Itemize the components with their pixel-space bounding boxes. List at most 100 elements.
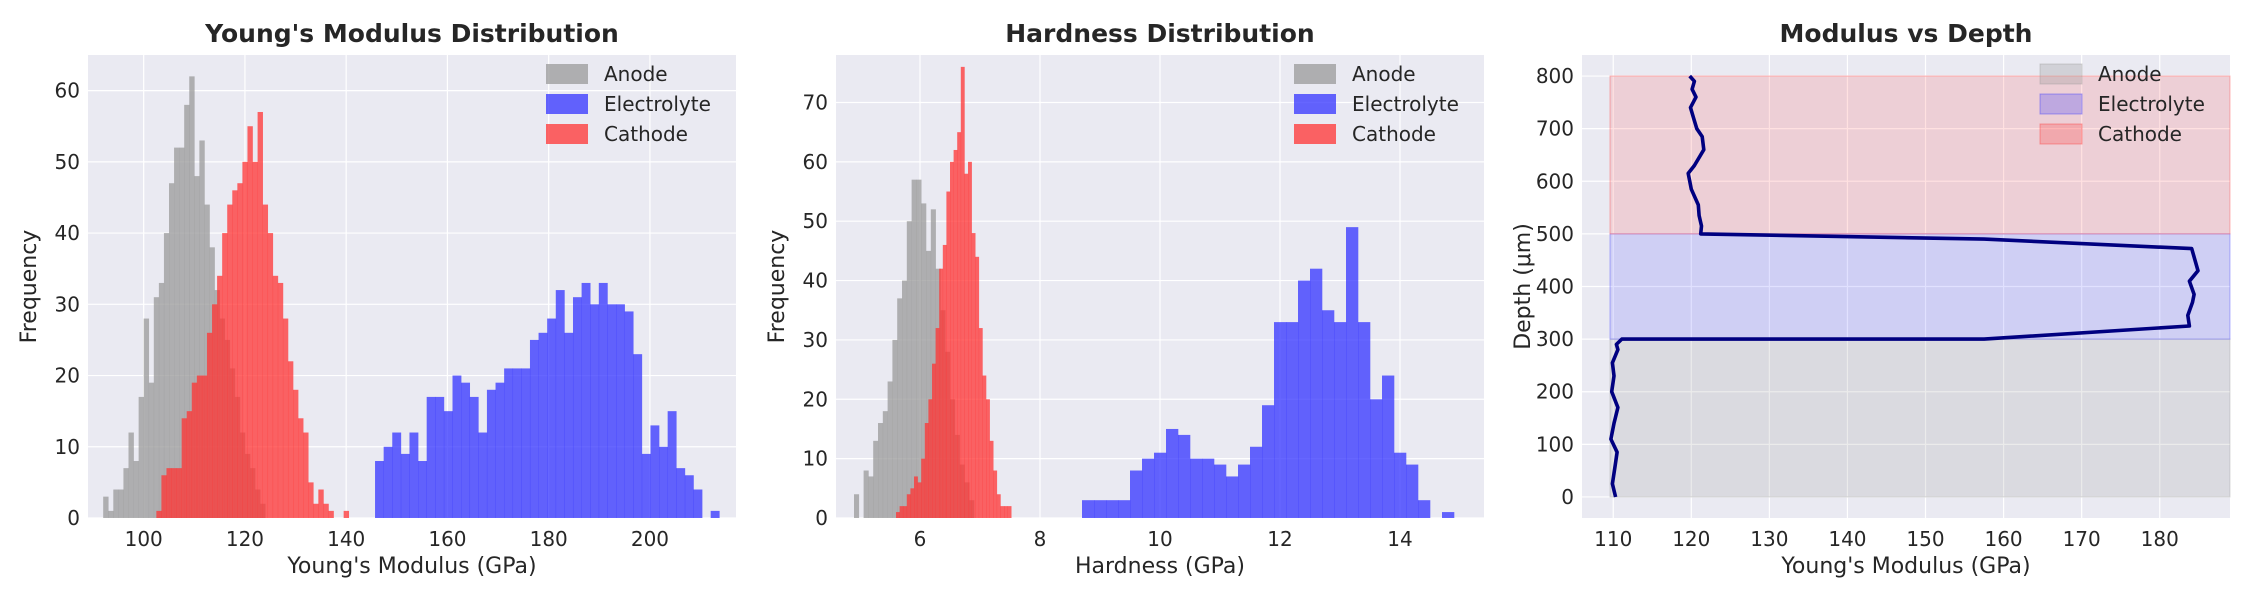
y-tick-label: 60 — [55, 79, 80, 103]
x-tick-label: 120 — [1672, 527, 1710, 551]
legend-label-electrolyte: Electrolyte — [1352, 92, 1459, 116]
bar — [267, 233, 274, 519]
bar — [217, 275, 223, 518]
bar — [1238, 464, 1251, 518]
series-electrolyte — [1082, 227, 1455, 518]
bar — [392, 432, 402, 518]
panel-modulus-vs-depth: 110 120 130 140 150 160 170 180 0 100 200 300 400 500… — [1511, 19, 2231, 579]
bar — [903, 506, 908, 518]
x-tick-label: 110 — [1594, 527, 1632, 551]
y-tick-label: 40 — [803, 269, 828, 293]
y-tick-label: 600 — [1536, 169, 1574, 193]
bar — [298, 418, 304, 518]
y-axis-label: Frequency — [765, 230, 790, 344]
bar — [1346, 227, 1359, 518]
bar — [171, 468, 177, 518]
bar — [964, 173, 969, 518]
bar — [189, 76, 195, 518]
y-axis-label: Frequency — [17, 230, 42, 344]
bar — [942, 244, 947, 518]
bar — [676, 468, 686, 518]
legend-swatch-anode — [546, 64, 588, 84]
bar — [426, 396, 436, 518]
bar — [191, 382, 198, 518]
bar — [1154, 452, 1167, 518]
bar — [989, 440, 994, 518]
legend: Anode Electrolyte Cathode — [1294, 62, 1459, 146]
y-tick-label: 30 — [803, 328, 828, 352]
bar — [911, 179, 917, 518]
bar — [906, 221, 912, 518]
bar — [1007, 506, 1012, 518]
bar — [113, 489, 119, 518]
bar — [201, 375, 208, 518]
y-tick-label: 300 — [1536, 327, 1574, 351]
bar — [935, 328, 940, 518]
bar — [1214, 464, 1227, 518]
bar — [993, 470, 998, 518]
bar — [1262, 405, 1275, 518]
bar — [1190, 458, 1203, 518]
bar — [529, 339, 539, 518]
bar — [590, 304, 600, 518]
bar — [194, 176, 200, 519]
bar — [1358, 322, 1371, 518]
bar — [400, 453, 410, 518]
bar — [199, 140, 205, 518]
bar — [1106, 500, 1119, 518]
chart-title: Young's Modulus Distribution — [204, 19, 619, 48]
y-tick-label: 30 — [55, 292, 80, 316]
bar — [924, 423, 929, 518]
chart-title: Hardness Distribution — [1005, 19, 1314, 48]
bar — [277, 282, 284, 518]
legend-label-electrolyte: Electrolyte — [2098, 92, 2205, 116]
legend-swatch-cathode — [546, 124, 588, 144]
legend-label-anode: Anode — [604, 62, 668, 86]
bar — [184, 104, 190, 518]
bar — [169, 183, 175, 518]
bar — [176, 468, 182, 518]
bar — [512, 368, 522, 518]
bar — [212, 304, 218, 518]
bar — [262, 204, 269, 519]
bar — [581, 282, 591, 518]
legend-swatch-anode — [1294, 64, 1336, 84]
bar — [287, 361, 294, 518]
bar — [868, 476, 874, 518]
bar — [555, 290, 565, 518]
bar — [1202, 458, 1215, 518]
bar — [978, 328, 983, 518]
bar — [1178, 434, 1191, 518]
bar — [461, 382, 471, 518]
series-cathode — [156, 111, 350, 519]
bar — [1406, 464, 1419, 518]
bar — [960, 66, 965, 518]
x-axis-label: Young's Modulus (GPa) — [286, 554, 536, 579]
bar — [939, 268, 944, 518]
y-tick-label: 800 — [1536, 64, 1574, 88]
bar — [242, 161, 248, 518]
bar — [932, 363, 936, 518]
y-tick-label: 10 — [55, 435, 80, 459]
series-cathode — [896, 66, 1012, 519]
bar — [1442, 512, 1455, 518]
bar — [272, 275, 279, 518]
bar — [1418, 500, 1431, 518]
x-tick-label: 6 — [914, 527, 927, 551]
bar — [206, 332, 213, 518]
bar — [166, 468, 172, 518]
bar — [318, 489, 324, 518]
bar — [873, 440, 879, 518]
bar — [495, 382, 505, 518]
x-tick-label: 180 — [530, 527, 568, 551]
bar — [222, 233, 228, 519]
bar — [227, 204, 233, 519]
x-tick-label: 150 — [1906, 527, 1944, 551]
bar — [108, 510, 114, 518]
panel-youngs-modulus-distribution: 100 120 140 160 180 200 0 10 20 30 40 50 60 Young's M… — [17, 19, 736, 579]
x-tick-label: 160 — [1984, 527, 2022, 551]
bar — [469, 396, 479, 518]
legend-label-cathode: Cathode — [2098, 122, 2182, 146]
legend-label-anode: Anode — [1352, 62, 1416, 86]
bar — [282, 318, 289, 518]
